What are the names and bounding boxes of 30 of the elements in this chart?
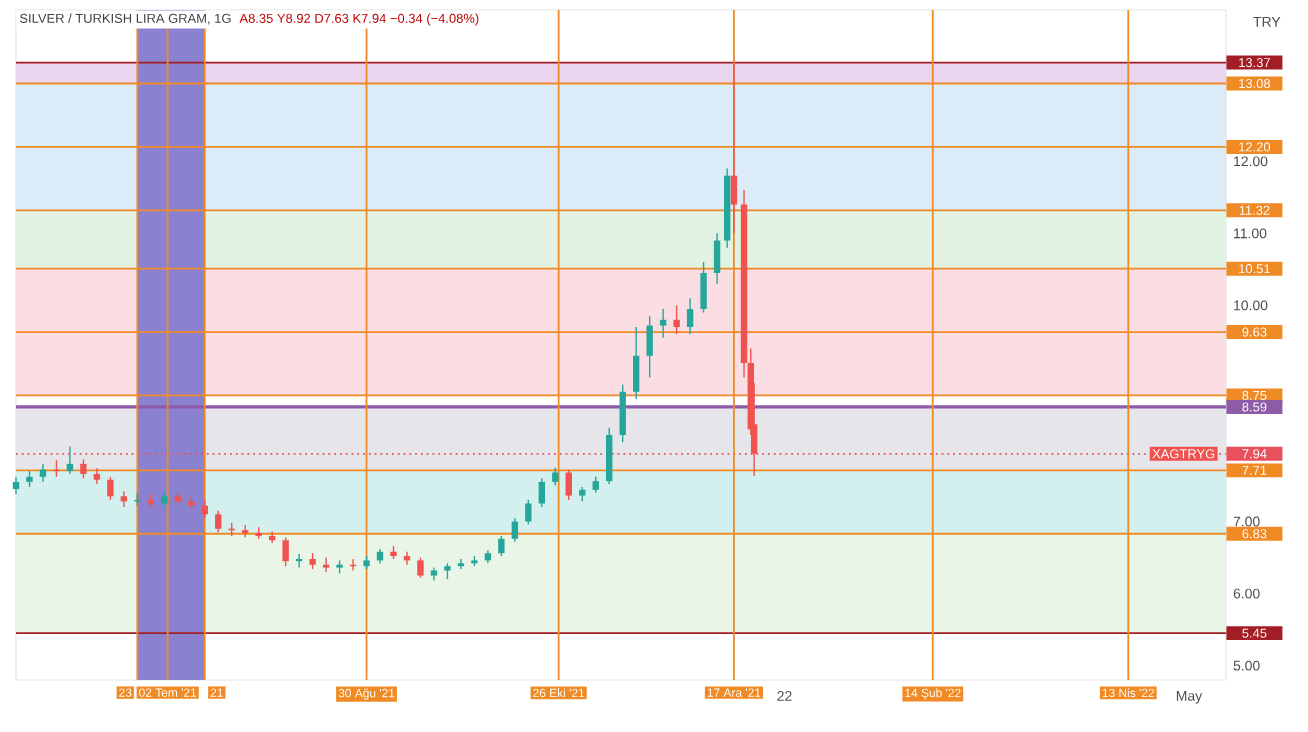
candlestick [93,467,101,485]
candlestick [619,383,626,443]
candlestick [686,297,694,335]
candlestick [606,427,613,485]
candlestick [511,517,519,543]
candlestick [538,477,545,508]
candlestick [107,476,114,501]
candlestick [322,556,330,573]
candlestick [457,558,465,570]
candlestick [39,463,47,483]
candlestick [66,445,74,475]
candlestick [498,535,505,557]
candlestick [80,458,87,479]
candlestick [282,536,289,567]
candlestick [215,510,222,534]
candlestick [700,261,707,314]
candlestick [659,308,667,339]
candlestick [120,490,128,508]
candlestick [417,556,424,579]
candlestick [525,499,532,526]
candlestick [646,315,653,379]
candlestick [673,304,680,335]
candlestick [242,524,249,539]
candlestick [723,167,731,249]
candlestick [147,493,155,508]
candlestick [552,466,559,487]
candlestick [565,468,572,501]
candlestick [713,232,721,285]
candlestick [730,61,738,235]
candlestick [632,326,640,400]
